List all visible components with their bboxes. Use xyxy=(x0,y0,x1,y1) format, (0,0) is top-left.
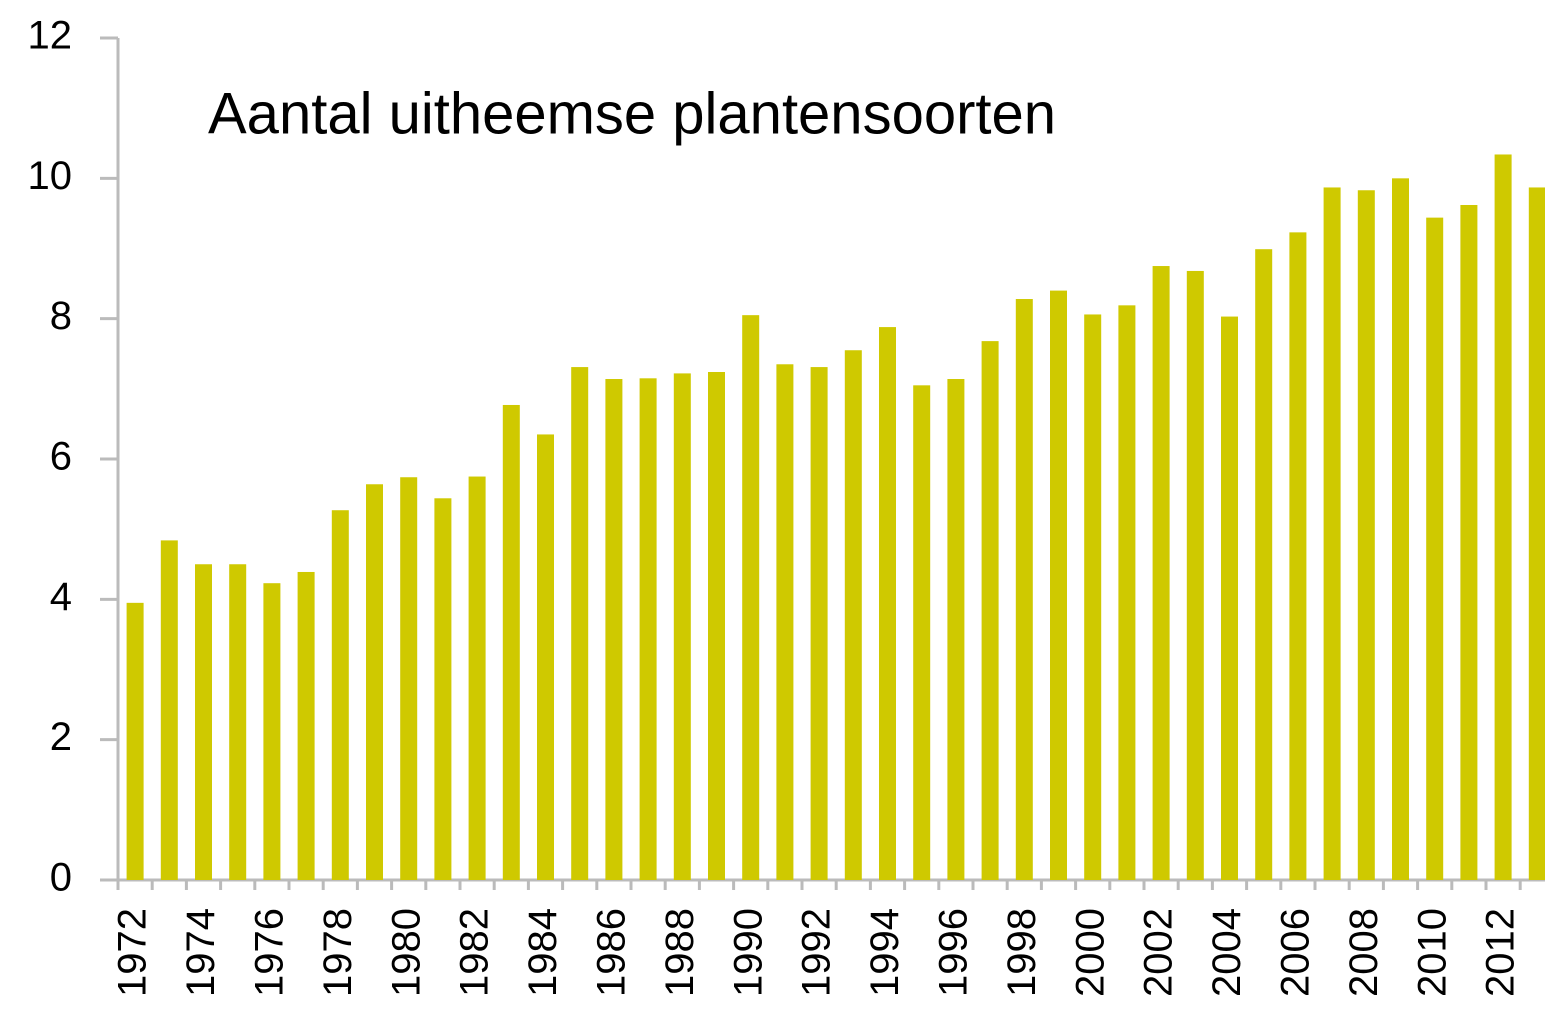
bar xyxy=(331,510,349,880)
bar xyxy=(1289,232,1307,880)
bar xyxy=(810,367,828,880)
x-tick-label: 1994 xyxy=(863,908,907,997)
x-tick-label: 1990 xyxy=(726,908,770,997)
x-tick-label: 2002 xyxy=(1137,908,1181,997)
bar xyxy=(400,477,418,880)
bar xyxy=(1528,187,1545,880)
bar xyxy=(297,571,315,880)
bar xyxy=(468,476,486,880)
bar xyxy=(673,373,691,880)
x-tick-label: 1976 xyxy=(247,908,291,997)
bar xyxy=(708,371,725,880)
bar xyxy=(1118,305,1136,881)
bar xyxy=(571,367,589,880)
bar xyxy=(263,583,281,880)
bar xyxy=(502,404,520,880)
y-tick-label: 4 xyxy=(50,575,72,619)
x-tick-label: 2012 xyxy=(1479,908,1523,997)
bar xyxy=(1357,190,1375,881)
bar xyxy=(1152,266,1170,881)
bar xyxy=(1186,270,1204,880)
x-tick-label: 1988 xyxy=(658,908,702,997)
y-tick-label: 6 xyxy=(50,435,72,479)
x-tick-label: 1980 xyxy=(384,908,428,997)
bar xyxy=(537,434,554,880)
bar xyxy=(229,564,247,880)
bar xyxy=(1084,314,1102,880)
bar xyxy=(1494,154,1512,880)
x-tick-label: 1974 xyxy=(179,908,223,997)
bar xyxy=(1323,187,1341,880)
bar xyxy=(981,341,999,880)
bar xyxy=(434,498,452,880)
bar xyxy=(1426,217,1444,881)
y-tick-label: 8 xyxy=(50,294,72,338)
bar xyxy=(605,379,623,880)
bar xyxy=(195,564,212,880)
chart-title: Aantal uitheemse plantensoorten xyxy=(208,81,1056,146)
y-tick-label: 12 xyxy=(28,14,73,58)
bar xyxy=(1050,290,1067,881)
bar xyxy=(1392,178,1409,881)
bar xyxy=(366,484,383,880)
bar xyxy=(1460,204,1478,880)
x-tick-label: 2004 xyxy=(1205,908,1249,997)
y-tick-label: 0 xyxy=(50,856,72,900)
bar xyxy=(742,315,760,880)
x-tick-label: 2008 xyxy=(1342,908,1386,997)
y-tick-label: 10 xyxy=(28,154,73,198)
x-tick-label: 1996 xyxy=(931,908,975,997)
x-tick-label: 1998 xyxy=(1000,908,1044,997)
bar xyxy=(126,602,144,880)
x-tick-label: 1978 xyxy=(316,908,360,997)
bar xyxy=(1255,249,1273,880)
bar xyxy=(947,379,965,880)
bar xyxy=(1221,316,1238,881)
x-tick-label: 2006 xyxy=(1273,908,1317,997)
y-tick-label: 2 xyxy=(50,715,72,759)
x-tick-label: 1992 xyxy=(795,908,839,997)
bar xyxy=(776,364,794,880)
bar xyxy=(879,327,896,880)
bar xyxy=(844,350,862,880)
x-tick-label: 1986 xyxy=(589,908,633,997)
x-tick-label: 1972 xyxy=(111,908,155,997)
x-tick-label: 2010 xyxy=(1410,908,1454,997)
bar xyxy=(639,378,657,880)
x-tick-label: 1982 xyxy=(453,908,497,997)
x-tick-label: 2000 xyxy=(1068,908,1112,997)
x-tick-label: 1984 xyxy=(521,908,565,997)
bar xyxy=(913,385,931,880)
bar xyxy=(1015,299,1033,880)
bar xyxy=(160,540,178,880)
